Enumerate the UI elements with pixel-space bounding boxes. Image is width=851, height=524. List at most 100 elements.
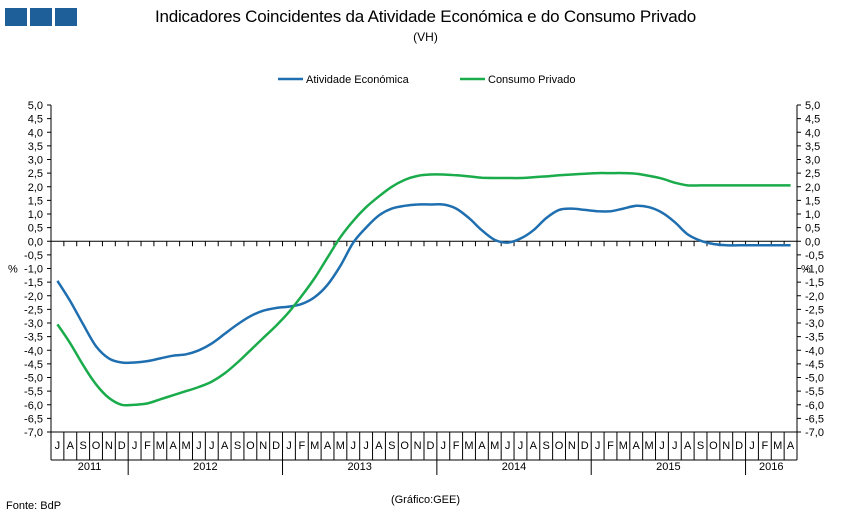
month-label: A (375, 440, 383, 452)
month-label: J (659, 440, 665, 452)
month-label: J (132, 440, 138, 452)
y-tick-label-right: -5,5 (805, 386, 824, 398)
y-tick-label-right: 3,0 (805, 155, 820, 167)
month-label: S (543, 440, 550, 452)
month-label: N (105, 440, 113, 452)
month-label: S (388, 440, 395, 452)
y-tick-label-right: -6,0 (805, 400, 824, 412)
y-tick-label-left: 2,0 (28, 182, 43, 194)
month-label: D (581, 440, 589, 452)
y-tick-label-left: 1,5 (28, 195, 43, 207)
month-label: M (464, 440, 473, 452)
month-label: J (55, 440, 61, 452)
y-tick-label-left: 0,5 (28, 223, 43, 235)
y-tick-label-left: 5,0 (28, 100, 43, 112)
month-label: D (426, 440, 434, 452)
month-label: A (67, 440, 75, 452)
y-tick-label-left: -6,0 (24, 400, 43, 412)
y-tick-label-right: -1,5 (805, 277, 824, 289)
y-tick-label-left: -4,0 (24, 345, 43, 357)
year-label: 2014 (502, 461, 526, 473)
y-tick-label-right: 0,0 (805, 236, 820, 248)
month-label: O (92, 440, 101, 452)
y-tick-label-right: 3,5 (805, 141, 820, 153)
month-label: M (336, 440, 345, 452)
y-tick-label-left: 4,5 (28, 114, 43, 126)
month-label: A (684, 440, 692, 452)
y-tick-label-right: -6,5 (805, 413, 824, 425)
month-label: M (645, 440, 654, 452)
y-tick-label-left: 3,5 (28, 141, 43, 153)
month-label: J (209, 440, 215, 452)
month-label: A (324, 440, 332, 452)
month-label: J (363, 440, 369, 452)
month-label: N (259, 440, 267, 452)
y-tick-label-right: -3,5 (805, 332, 824, 344)
month-label: O (709, 440, 718, 452)
month-label: F (761, 440, 768, 452)
y-tick-label-left: -7,0 (24, 427, 43, 439)
month-label: M (181, 440, 190, 452)
y-tick-label-right: 5,0 (805, 100, 820, 112)
source-note: Fonte: BdP (6, 500, 62, 512)
year-label: 2015 (656, 461, 680, 473)
month-label: S (234, 440, 241, 452)
month-label: A (530, 440, 538, 452)
chart-subtitle: (VH) (413, 30, 438, 44)
logo-block (55, 8, 77, 26)
month-label: D (272, 440, 280, 452)
y-tick-label-left: 2,5 (28, 168, 43, 180)
legend-label: Consumo Privado (488, 74, 575, 86)
y-tick-label-left: -6,5 (24, 413, 43, 425)
chart-credit: (Gráfico:GEE) (390, 494, 461, 506)
month-label: A (787, 440, 795, 452)
month-label: M (773, 440, 782, 452)
y-tick-label-left: 4,0 (28, 127, 43, 139)
y-axis-label-right: % (801, 264, 811, 276)
month-label: J (505, 440, 511, 452)
month-label: A (633, 440, 641, 452)
month-label: J (441, 440, 447, 452)
month-label: O (400, 440, 409, 452)
y-tick-label-left: -1,0 (24, 264, 43, 276)
month-label: S (79, 440, 86, 452)
month-label: M (619, 440, 628, 452)
month-label: J (595, 440, 601, 452)
y-tick-label-right: -7,0 (805, 427, 824, 439)
logo-block (30, 8, 52, 26)
month-label: J (196, 440, 202, 452)
y-tick-label-right: -4,0 (805, 345, 824, 357)
y-tick-label-right: 4,5 (805, 114, 820, 126)
y-tick-label-left: -4,5 (24, 359, 43, 371)
y-tick-label-right: 2,5 (805, 168, 820, 180)
y-tick-label-right: -2,0 (805, 291, 824, 303)
y-tick-label-left: -0,5 (24, 250, 43, 262)
month-label: M (156, 440, 165, 452)
y-tick-label-left: 1,0 (28, 209, 43, 221)
series-line-atividade-economica (56, 202, 791, 365)
y-tick-label-right: -4,5 (805, 359, 824, 371)
year-label: 2013 (347, 461, 371, 473)
month-label: F (144, 440, 151, 452)
y-tick-label-right: 2,0 (805, 182, 820, 194)
month-label: D (118, 440, 126, 452)
month-label: F (298, 440, 305, 452)
y-tick-label-left: -1,5 (24, 277, 43, 289)
y-tick-label-left: -3,5 (24, 332, 43, 344)
y-tick-label-right: -2,5 (805, 304, 824, 316)
chart-title: Indicadores Coincidentes da Atividade Ec… (154, 7, 697, 26)
month-label: J (672, 440, 678, 452)
logo (5, 8, 77, 26)
y-axis-label-left: % (8, 264, 18, 276)
y-tick-label-left: -5,0 (24, 373, 43, 385)
year-label: 2012 (193, 461, 217, 473)
y-tick-label-left: -3,0 (24, 318, 43, 330)
y-tick-label-right: 1,0 (805, 209, 820, 221)
y-tick-label-left: -2,0 (24, 291, 43, 303)
month-label: O (246, 440, 255, 452)
month-label: F (453, 440, 460, 452)
y-tick-label-right: -1,0 (805, 264, 824, 276)
y-tick-label-left: -5,5 (24, 386, 43, 398)
y-tick-label-left: -2,5 (24, 304, 43, 316)
